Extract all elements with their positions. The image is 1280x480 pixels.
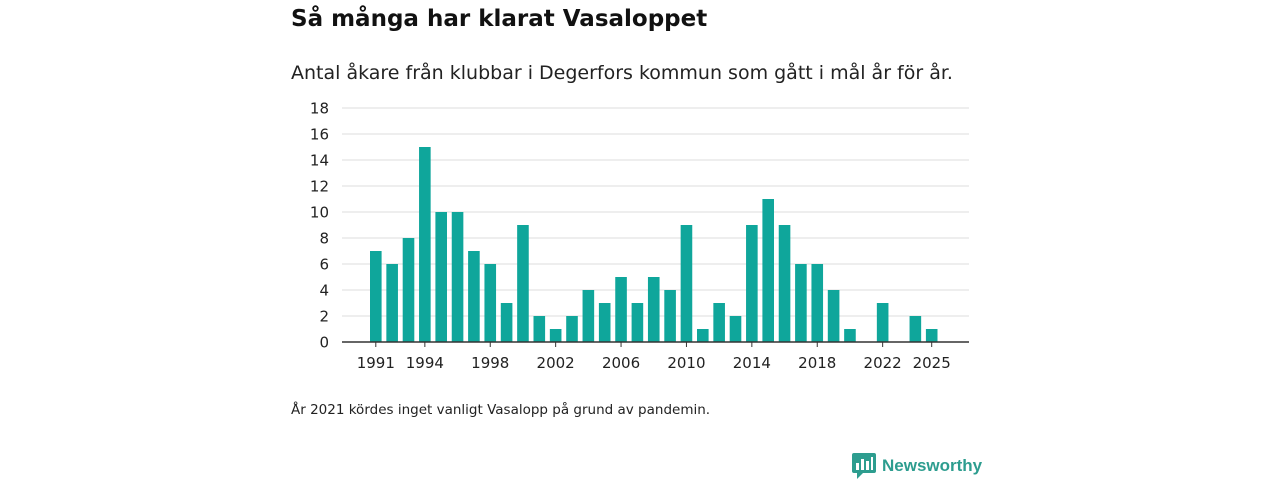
bar-2001 [533, 316, 546, 342]
x-tick-label: 1994 [406, 354, 444, 372]
bar-2011 [697, 329, 709, 342]
bar-1998 [484, 264, 497, 342]
bar-2014 [746, 225, 758, 342]
x-tick-label: 2010 [667, 354, 705, 372]
bar-1995 [435, 212, 447, 342]
x-tick-label: 2018 [798, 354, 836, 372]
y-tick-label: 16 [310, 126, 329, 144]
y-tick-label: 6 [319, 256, 329, 274]
bar-2017 [795, 264, 807, 342]
brand-name: Newsworthy [882, 456, 983, 475]
y-tick-label: 0 [319, 334, 329, 352]
bar-2005 [598, 303, 611, 342]
x-tick-label: 2025 [913, 354, 951, 372]
y-tick-label: 12 [310, 178, 329, 196]
y-tick-label: 8 [319, 230, 329, 248]
axes: 0 2 4 6 8 10 12 14 16 18 1991 1994 1998 2002 2006 2010 2… [310, 100, 969, 372]
x-tick-label: 2014 [733, 354, 771, 372]
y-tick-label: 14 [310, 152, 329, 170]
bar-2025 [925, 329, 938, 342]
bar-1996 [451, 212, 464, 342]
bar-chart: 0 2 4 6 8 10 12 14 16 18 1991 1994 1998 2002 2006 2010 2… [310, 100, 969, 372]
chart-subtitle: Antal åkare från klubbar i Degerfors kom… [291, 62, 953, 84]
bar-2019 [827, 290, 840, 342]
bar-2012 [713, 303, 725, 342]
bar-2022 [876, 303, 889, 342]
x-tick-label: 1998 [471, 354, 509, 372]
bar-2016 [778, 225, 791, 342]
newsworthy-icon [852, 453, 876, 479]
bar-2004 [582, 290, 595, 342]
chart-title: Så många har klarat Vasaloppet [291, 6, 708, 32]
x-tick-label: 2022 [864, 354, 902, 372]
x-tick-label: 2006 [602, 354, 640, 372]
bar-2015 [762, 199, 774, 342]
bar-1992 [386, 264, 398, 342]
y-tick-label: 4 [319, 282, 329, 300]
y-tick-label: 10 [310, 204, 329, 222]
bar-2024 [909, 316, 922, 342]
bar-2003 [566, 316, 578, 342]
bar-1991 [370, 251, 382, 342]
x-tick-label: 1991 [357, 354, 395, 372]
bar-2000 [517, 225, 529, 342]
bar-2020 [844, 329, 856, 342]
bar-1999 [500, 303, 513, 342]
y-tick-label: 2 [319, 308, 329, 326]
brand-logo: Newsworthy [852, 452, 982, 480]
bar-2007 [631, 303, 644, 342]
x-tick-label: 2002 [537, 354, 575, 372]
bar-2008 [647, 277, 660, 342]
bar-1994 [419, 147, 431, 342]
footnote: År 2021 kördes inget vanligt Vasalopp på… [291, 402, 711, 418]
bar-2013 [729, 316, 742, 342]
bars [370, 147, 938, 342]
bar-2010 [680, 225, 693, 342]
bar-2006 [615, 277, 627, 342]
bar-1997 [468, 251, 480, 342]
bar-2018 [811, 264, 824, 342]
y-tick-label: 18 [310, 100, 329, 118]
bar-2002 [549, 329, 562, 342]
bar-1993 [402, 238, 415, 342]
bar-2009 [664, 290, 676, 342]
